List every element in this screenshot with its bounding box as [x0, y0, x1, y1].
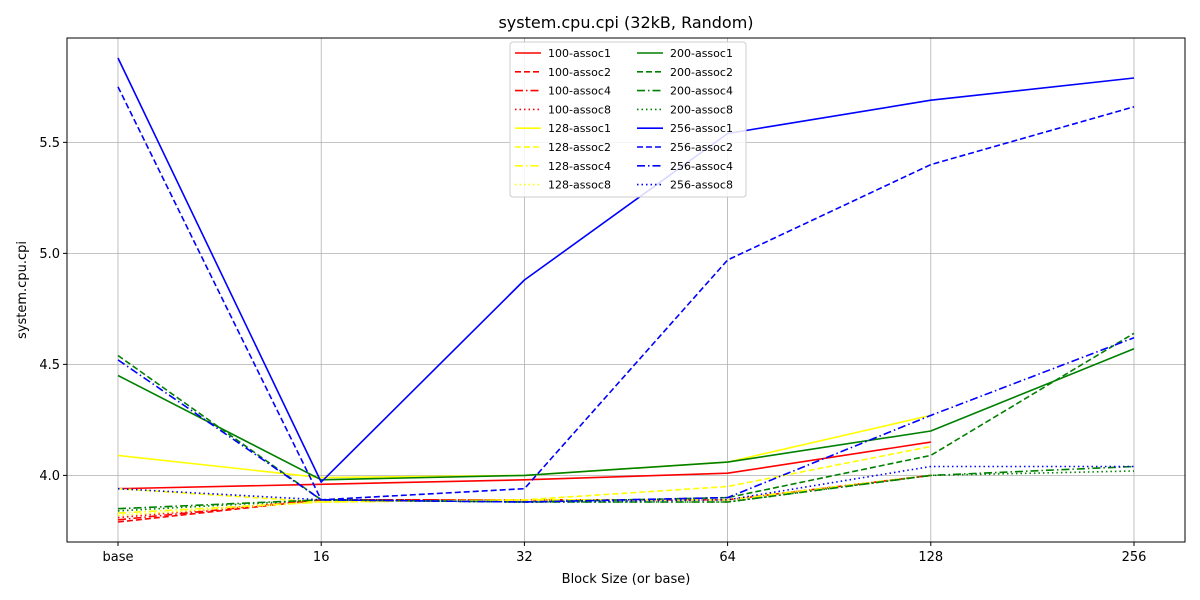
x-tick-label: 16 [313, 550, 330, 565]
x-tick-label: 32 [516, 550, 533, 565]
x-axis: base 16 32 64 128 256 [103, 542, 1147, 565]
legend-label: 128-assoc8 [548, 179, 611, 192]
y-tick-label: 4.5 [39, 358, 60, 373]
legend: 100-assoc1 100-assoc2 100-assoc4 100-assoc8… [509, 41, 747, 198]
legend-label: 100-assoc2 [548, 66, 611, 79]
x-tick-label: base [103, 550, 134, 565]
series-line-128-assoc8 [117, 474, 931, 517]
legend-label: 100-assoc8 [548, 103, 611, 116]
series-line-256-assoc2 [117, 86, 1135, 501]
y-tick-label: 5.0 [39, 247, 60, 262]
legend-label: 200-assoc4 [670, 85, 733, 98]
x-axis-label: Block Size (or base) [562, 572, 691, 587]
series-line-200-assoc4 [117, 465, 1135, 510]
legend-label: 256-assoc4 [670, 160, 733, 173]
legend-label: 256-assoc2 [670, 141, 733, 154]
series-line-100-assoc1 [117, 441, 931, 490]
series-line-256-assoc4 [117, 336, 1135, 503]
legend-label: 128-assoc1 [548, 122, 611, 135]
legend-label: 128-assoc4 [548, 160, 611, 173]
legend-label: 200-assoc8 [670, 103, 733, 116]
legend-label: 256-assoc8 [670, 179, 733, 192]
legend-box [509, 41, 747, 198]
legend-label: 256-assoc1 [670, 122, 733, 135]
plot-frame [66, 37, 1186, 543]
y-axis-label: system.cpu.cpi [15, 241, 30, 339]
y-axis: 4.0 4.5 5.0 5.5 [39, 136, 67, 484]
x-tick-label: 64 [719, 550, 736, 565]
legend-label: 128-assoc2 [548, 141, 611, 154]
series-line-256-assoc1 [117, 57, 1135, 483]
chart-title: system.cpu.cpi (32kB, Random) [498, 13, 753, 32]
series-line-200-assoc1 [117, 348, 1135, 481]
legend-label: 100-assoc4 [548, 85, 611, 98]
x-tick-label: 128 [918, 550, 943, 565]
legend-label: 200-assoc2 [670, 66, 733, 79]
x-tick-label: 256 [1122, 550, 1147, 565]
series-lines [117, 57, 1135, 523]
y-tick-label: 4.0 [39, 469, 60, 484]
legend-label: 100-assoc1 [548, 47, 611, 60]
y-tick-label: 5.5 [39, 136, 60, 151]
legend-label: 200-assoc1 [670, 47, 733, 60]
